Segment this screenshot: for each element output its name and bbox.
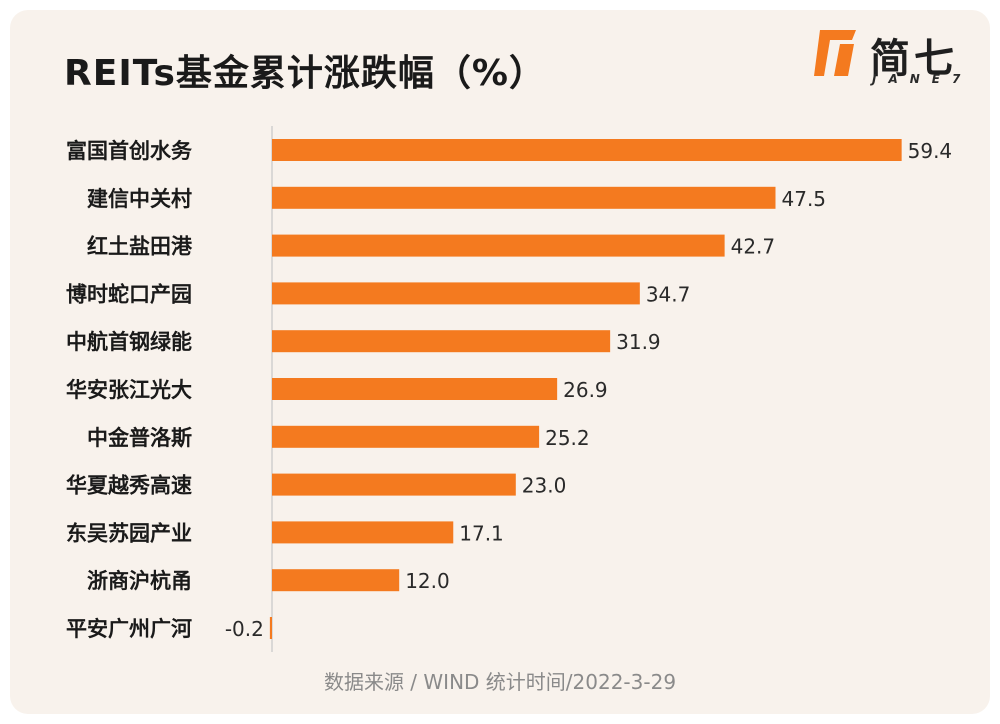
bar <box>272 521 454 544</box>
category-label: 平安广州广河 <box>66 617 192 641</box>
value-label: 26.9 <box>563 378 608 402</box>
bar <box>272 425 540 448</box>
category-label: 东吴苏园产业 <box>66 521 192 545</box>
bar <box>272 186 776 209</box>
category-label: 浙商沪杭甬 <box>87 569 192 593</box>
brand-logo: 简七 JANE7 <box>812 22 982 92</box>
category-label: 博时蛇口产园 <box>66 282 192 306</box>
bar <box>272 282 640 305</box>
category-label: 中航首钢绿能 <box>66 330 192 354</box>
source-footer: 数据来源 / WIND 统计时间/2022-3-29 <box>323 670 677 694</box>
category-label: 富国首创水务 <box>66 139 193 163</box>
bar <box>272 139 902 161</box>
logo-text-cn: 简七 <box>870 36 958 82</box>
category-label: 华安张江光大 <box>66 378 192 402</box>
bar <box>272 473 516 496</box>
value-label: 31.9 <box>616 330 661 354</box>
chart-card <box>10 10 990 714</box>
bar <box>269 617 272 639</box>
category-label: 华夏越秀高速 <box>66 474 192 498</box>
chart-title: REITs基金累计涨跌幅（%） <box>64 53 546 94</box>
bar <box>272 569 400 592</box>
category-label: 红土盐田港 <box>87 235 193 259</box>
category-label: 建信中关村 <box>87 187 192 211</box>
value-label: 34.7 <box>646 282 691 306</box>
logo-mark-icon <box>814 30 856 76</box>
bar <box>272 378 558 400</box>
value-label: 25.2 <box>545 426 590 450</box>
value-label: 17.1 <box>459 521 504 545</box>
value-label: 47.5 <box>782 187 827 211</box>
bar <box>272 234 725 257</box>
bar <box>272 330 611 353</box>
logo-text-en: JANE7 <box>872 72 973 86</box>
bars-group: 富国首创水务 59.4 建信中关村 47.5 红土盐田港 42.7 博时蛇口产园 34.7 中航… <box>66 139 952 641</box>
value-label: 42.7 <box>731 235 776 259</box>
category-label: 中金普洛斯 <box>87 426 192 450</box>
value-label: 59.4 <box>908 139 953 163</box>
value-label: -0.2 <box>225 617 264 641</box>
value-label: 12.0 <box>405 569 450 593</box>
value-label: 23.0 <box>522 474 567 498</box>
